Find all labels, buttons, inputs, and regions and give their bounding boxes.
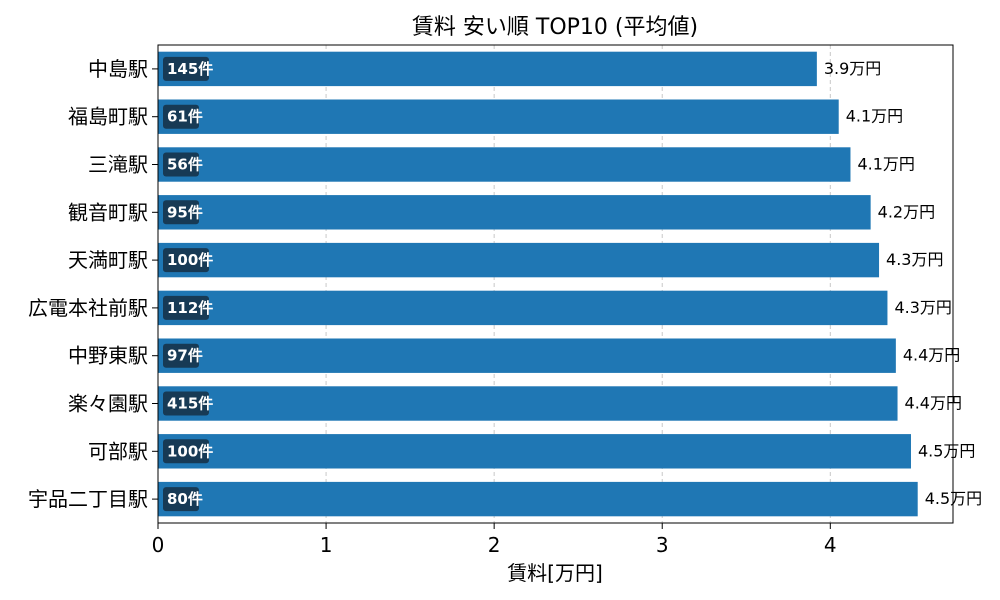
category-label: 福島町駅 xyxy=(68,105,148,129)
value-label: 4.5万円 xyxy=(918,441,975,460)
count-label: 415件 xyxy=(167,395,213,413)
count-badge xyxy=(163,487,199,512)
category-label: 宇品二丁目駅 xyxy=(28,487,148,511)
bar xyxy=(158,434,911,469)
plot-frame xyxy=(157,44,954,524)
bars xyxy=(158,51,918,517)
category-label: 中島駅 xyxy=(88,57,148,81)
axes: 0 1 2 3 4 xyxy=(152,68,837,557)
x-tick-label: 3 xyxy=(656,533,669,557)
count-badge xyxy=(163,439,209,464)
value-label: 4.1万円 xyxy=(857,155,914,174)
x-tick-label: 1 xyxy=(320,533,333,557)
bar xyxy=(158,51,817,87)
bar xyxy=(158,290,888,326)
bar xyxy=(158,147,851,182)
count-label: 56件 xyxy=(167,156,203,174)
x-tick-label: 4 xyxy=(824,533,837,557)
category-label: 広電本社前駅 xyxy=(28,296,148,320)
category-label: 天満町駅 xyxy=(68,248,148,272)
count-badge xyxy=(163,343,199,368)
x-axis-title: 賃料[万円] xyxy=(507,561,603,585)
count-badge xyxy=(163,56,209,81)
category-label: 観音町駅 xyxy=(68,200,148,224)
count-badge xyxy=(163,152,199,177)
bar xyxy=(158,481,918,517)
category-label: 楽々園駅 xyxy=(68,392,148,416)
value-label: 4.3万円 xyxy=(886,250,943,269)
count-badge xyxy=(163,200,199,225)
value-label: 4.4万円 xyxy=(905,394,962,413)
value-label: 3.9万円 xyxy=(824,59,881,78)
bar xyxy=(158,338,896,373)
category-label: 可部駅 xyxy=(88,439,148,463)
count-label: 97件 xyxy=(167,347,203,365)
bar xyxy=(158,386,898,421)
bar xyxy=(158,99,839,134)
count-badge xyxy=(163,295,209,320)
count-label: 61件 xyxy=(167,108,203,126)
count-badge xyxy=(163,104,199,129)
count-label: 145件 xyxy=(167,60,213,78)
count-badge xyxy=(163,248,209,273)
bar xyxy=(158,242,880,278)
category-label: 中野東駅 xyxy=(68,344,148,368)
count-label: 100件 xyxy=(167,251,213,269)
value-label: 4.3万円 xyxy=(894,298,951,317)
x-tick-label: 0 xyxy=(152,533,165,557)
count-label: 80件 xyxy=(167,490,203,508)
count-label: 100件 xyxy=(167,442,213,460)
x-tick-label: 2 xyxy=(488,533,501,557)
chart-title: 賃料 安い順 TOP10 (平均値) xyxy=(412,15,698,40)
count-label: 112件 xyxy=(167,299,213,317)
category-label: 三滝駅 xyxy=(88,153,148,177)
count-label: 95件 xyxy=(167,203,203,221)
value-label: 4.1万円 xyxy=(846,107,903,126)
value-label: 4.4万円 xyxy=(903,346,960,365)
bar xyxy=(158,195,871,230)
value-label: 4.2万円 xyxy=(878,202,935,221)
count-badge xyxy=(163,391,209,416)
